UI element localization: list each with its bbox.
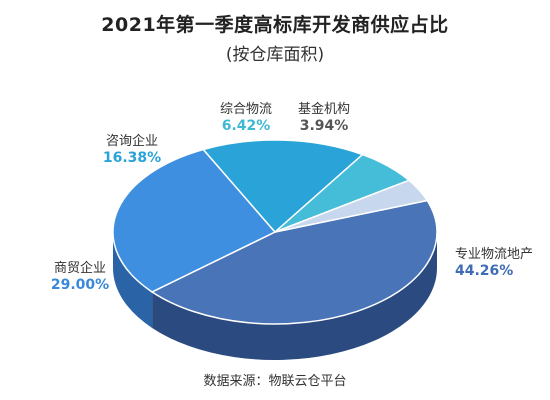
slice-label-name: 专业物流地产: [455, 247, 533, 262]
slice-label-name: 咨询企业: [106, 133, 158, 149]
pie-slice: [274, 179, 429, 233]
slice-label-value: 44.26%: [455, 263, 513, 279]
chart-subtitle: (按仓库面积): [225, 45, 325, 65]
slice-label-value: 3.94%: [300, 118, 349, 134]
slice-label-name: 综合物流: [220, 102, 272, 117]
pie-slice-side: [113, 232, 153, 328]
pie-slice: [112, 148, 277, 293]
pie-slice: [150, 199, 438, 325]
slice-label-value: 29.00%: [51, 277, 109, 293]
data-source-note: 数据来源：物联云仓平台: [203, 374, 347, 389]
slice-label-name: 基金机构: [298, 101, 350, 117]
pie-slice: [201, 139, 364, 234]
slice-label-value: 6.42%: [222, 118, 271, 134]
slice-label-value: 16.38%: [103, 150, 161, 166]
slice-label-name: 商贸企业: [54, 260, 106, 276]
chart-title: 2021年第一季度高标库开发商供应占比: [101, 14, 449, 36]
pie-slice-side: [152, 232, 437, 360]
